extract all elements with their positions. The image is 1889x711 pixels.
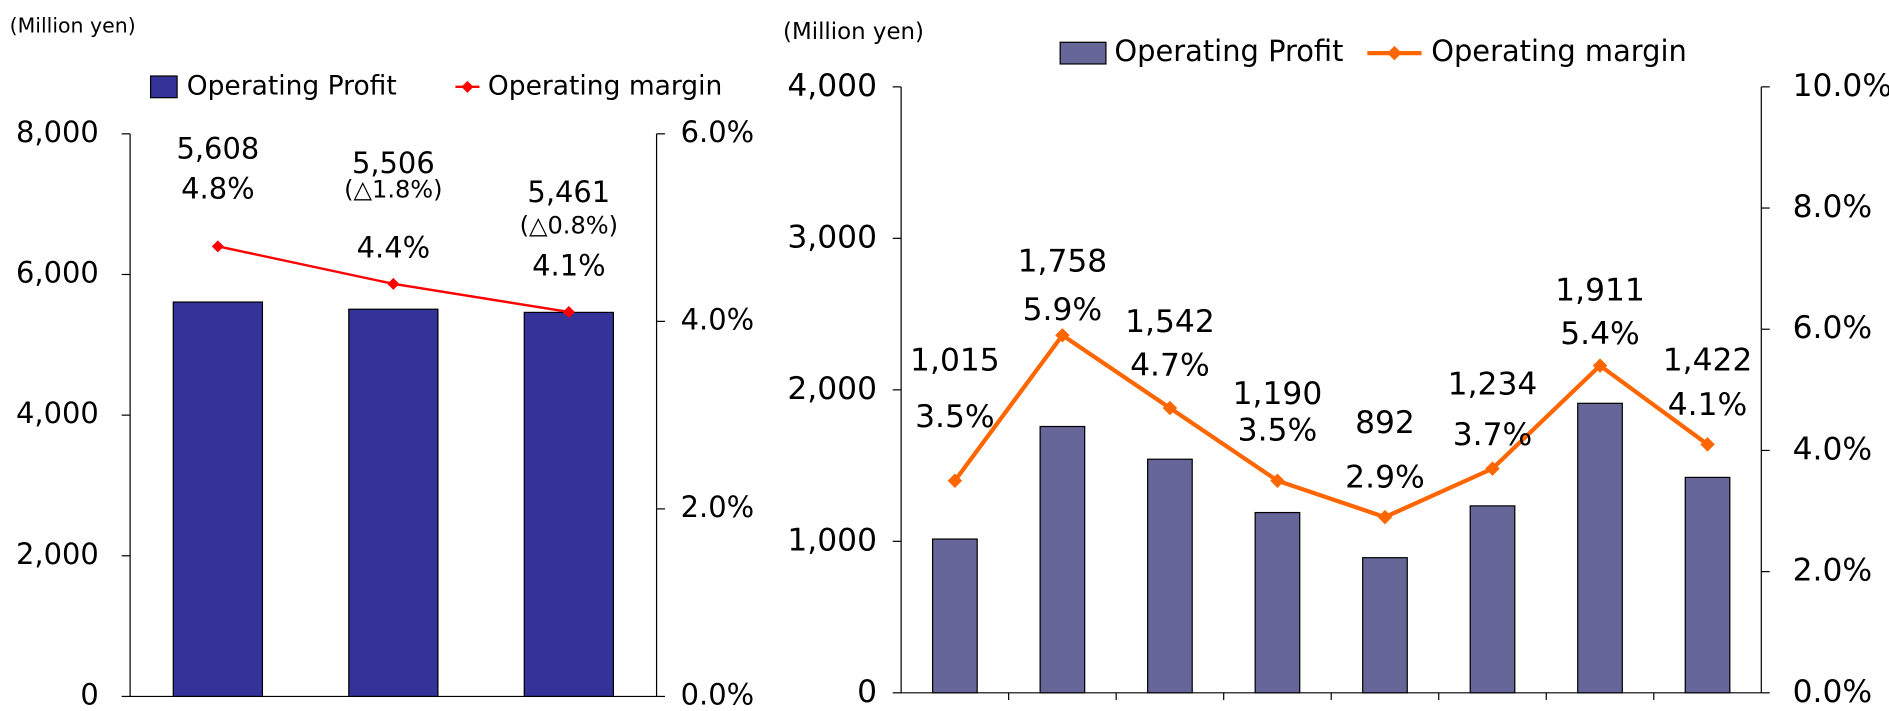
margin-value-label: 4.1% [532, 249, 605, 283]
bar [1469, 505, 1516, 694]
bar [1684, 476, 1731, 694]
change-annotation: (△0.8%) [520, 212, 618, 240]
y-tick-label: 4,000 [16, 396, 99, 430]
bar-value-label: 1,234 [1448, 367, 1538, 403]
margin-marker [1485, 461, 1500, 476]
unit-label: (Million yen) [783, 19, 924, 45]
margin-value-label: 4.1% [1668, 387, 1748, 423]
bar-value-label: 5,461 [527, 175, 610, 209]
bar [1362, 557, 1408, 694]
margin-value-label: 4.7% [1130, 347, 1210, 383]
y-tick-label: 8,000 [16, 115, 99, 149]
legend-marker [1387, 45, 1402, 61]
y-tick-label: 2,000 [787, 371, 877, 407]
y2-tick-label: 0.0% [1793, 674, 1873, 710]
bar [932, 538, 978, 694]
y2-tick-label: 2.0% [681, 490, 754, 524]
bar-value-label: 1,190 [1233, 376, 1323, 412]
y-tick-label: 4,000 [787, 68, 877, 104]
y2-tick-label: 6.0% [681, 115, 754, 149]
margin-value-label: 3.5% [915, 399, 995, 435]
margin-marker [947, 473, 963, 488]
bar [1254, 511, 1301, 694]
legend-label: Operating margin [1431, 34, 1687, 68]
legend-swatch [149, 75, 178, 99]
y2-tick-label: 2.0% [1793, 553, 1873, 589]
margin-marker [387, 277, 400, 290]
bar [1147, 458, 1193, 694]
y2-tick-label: 4.0% [1793, 431, 1873, 467]
margin-value-label: 5.4% [1560, 316, 1640, 352]
y-tick-label: 6,000 [16, 255, 99, 289]
margin-line [953, 332, 1709, 520]
bar-value-label: 5,608 [176, 132, 259, 166]
bar-value-label: 892 [1355, 405, 1415, 441]
y-tick-label: 3,000 [787, 219, 877, 255]
y2-tick-label: 8.0% [1793, 189, 1873, 225]
margin-marker [1592, 358, 1608, 373]
margin-value-label: 4.8% [181, 171, 254, 205]
y2-tick-label: 4.0% [681, 302, 754, 336]
bar [1039, 425, 1086, 694]
y-tick-label: 2,000 [16, 537, 99, 571]
legend-label: Operating Profit [187, 70, 397, 101]
margin-marker [1377, 509, 1393, 525]
bar-value-label: 1,015 [910, 343, 1000, 379]
y-tick-label: 1,000 [787, 522, 877, 558]
bar [348, 308, 439, 698]
bar [523, 311, 615, 698]
bar-value-label: 1,758 [1018, 244, 1108, 280]
margin-value-label: 5.9% [1023, 292, 1103, 328]
margin-marker [1162, 400, 1178, 416]
unit-label: (Million yen) [10, 14, 136, 38]
y-tick-label: 0 [857, 674, 877, 710]
legend-label: Operating Profit [1114, 34, 1343, 68]
margin-value-label: 4.4% [357, 230, 430, 264]
margin-marker [211, 240, 224, 253]
margin-value-label: 3.7% [1453, 417, 1533, 453]
bar-value-label: 1,542 [1125, 304, 1215, 340]
bar-value-label: 1,422 [1663, 343, 1753, 379]
bar-value-label: 1,911 [1555, 273, 1645, 309]
legend-marker [461, 80, 474, 93]
change-annotation: (△1.8%) [344, 175, 442, 203]
margin-value-label: 2.9% [1345, 459, 1425, 495]
legend-label: Operating margin [488, 70, 722, 101]
bar-value-label: 5,506 [352, 146, 435, 180]
y2-tick-label: 0.0% [681, 677, 754, 711]
y-tick-label: 0 [80, 677, 98, 711]
legend-swatch [1059, 41, 1107, 65]
bar [172, 301, 264, 698]
margin-marker [1700, 437, 1715, 452]
margin-value-label: 3.5% [1238, 412, 1318, 448]
y2-tick-label: 10.0% [1793, 68, 1889, 104]
y2-tick-label: 6.0% [1793, 310, 1873, 346]
bar [1577, 402, 1623, 694]
